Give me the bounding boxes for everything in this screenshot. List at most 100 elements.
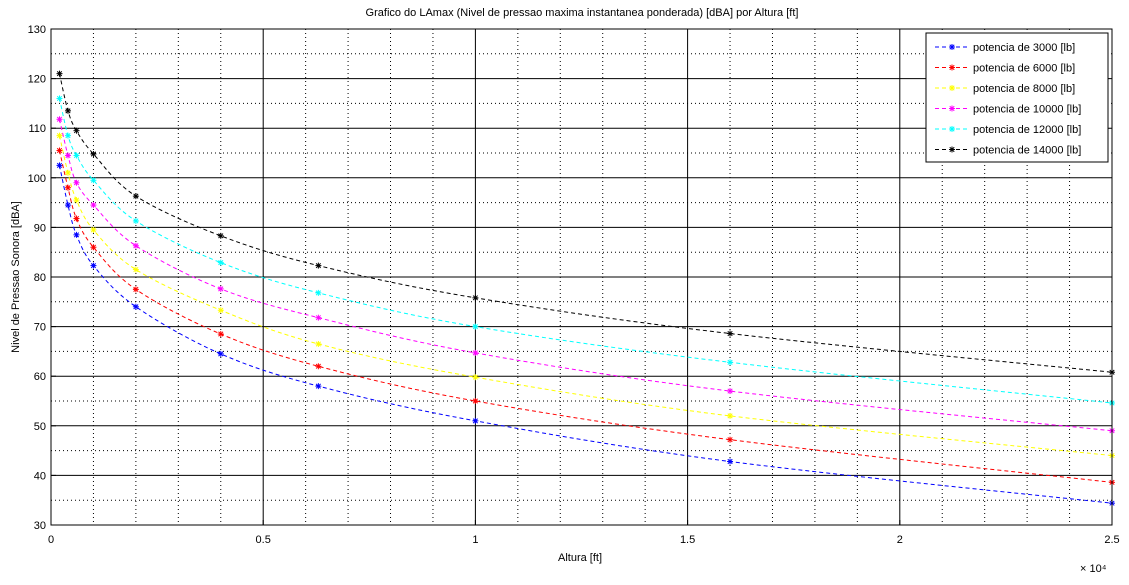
data-point-marker [217, 259, 224, 266]
legend-label: potencia de 14000 [lb] [973, 145, 1081, 157]
legend-marker [949, 44, 955, 50]
x-tick-label: 2 [897, 534, 903, 546]
grid [51, 29, 1112, 525]
data-point-marker [132, 303, 139, 310]
data-point-marker [727, 359, 734, 366]
data-point-marker [472, 374, 479, 381]
data-point-marker [315, 363, 322, 370]
data-point-marker [73, 215, 80, 222]
legend-label: potencia de 12000 [lb] [973, 124, 1081, 136]
data-point-marker [73, 152, 80, 159]
legend-item-1: potencia de 6000 [lb] [935, 63, 1075, 75]
data-point-marker [64, 132, 71, 139]
data-point-marker [132, 266, 139, 273]
y-tick-label: 70 [34, 322, 46, 334]
data-point-marker [56, 95, 63, 102]
data-point-marker [56, 162, 63, 169]
data-point-marker [64, 184, 71, 191]
data-point-marker [315, 262, 322, 269]
data-point-marker [727, 412, 734, 419]
data-point-marker [217, 232, 224, 239]
data-point-marker [315, 314, 322, 321]
data-point-marker [315, 289, 322, 296]
data-point-marker [56, 70, 63, 77]
legend-item-5: potencia de 14000 [lb] [935, 145, 1081, 157]
data-point-marker [73, 179, 80, 186]
x-tick-label: 0 [48, 534, 54, 546]
legend-item-3: potencia de 10000 [lb] [935, 104, 1081, 116]
series-4 [56, 95, 1115, 406]
legend-label: potencia de 10000 [lb] [973, 104, 1081, 116]
legend-marker [949, 126, 955, 132]
x-tick-label: 1.5 [680, 534, 695, 546]
data-point-marker [132, 217, 139, 224]
legend-item-2: potencia de 8000 [lb] [935, 83, 1075, 95]
y-tick-label: 40 [34, 470, 46, 482]
data-point-marker [217, 350, 224, 357]
data-point-marker [90, 150, 97, 157]
y-tick-label: 80 [34, 272, 46, 284]
y-tick-label: 100 [28, 173, 46, 185]
x-tick-label: 0.5 [256, 534, 271, 546]
data-point-marker [73, 231, 80, 238]
y-tick-label: 110 [28, 123, 46, 135]
data-point-marker [64, 107, 71, 114]
data-point-marker [90, 177, 97, 184]
data-point-marker [472, 294, 479, 301]
x-tick-label: 2.5 [1104, 534, 1119, 546]
data-point-marker [472, 417, 479, 424]
data-point-marker [56, 147, 63, 154]
legend-marker [949, 64, 955, 71]
data-point-marker [315, 340, 322, 347]
data-point-marker [217, 307, 224, 314]
x-axis-label: Altura [ft] [558, 552, 602, 564]
legend-marker [949, 146, 955, 153]
y-tick-label: 90 [34, 222, 46, 234]
data-point-marker [472, 349, 479, 356]
x-tick-label: 1 [472, 534, 478, 546]
data-point-marker [64, 169, 71, 176]
data-point-marker [90, 262, 97, 269]
data-point-marker [64, 152, 71, 159]
data-point-marker [90, 244, 97, 251]
legend-label: potencia de 8000 [lb] [973, 83, 1075, 95]
series-0 [56, 162, 1115, 507]
legend-box [925, 32, 1109, 163]
legend-item-0: potencia de 3000 [lb] [935, 42, 1075, 54]
data-point-marker [56, 132, 63, 139]
series-5 [56, 70, 1115, 376]
axis-ticks: 0 0.5 1 1.5 2 2.5 30 40 50 60 70 80 90 100 110 120 130 [28, 24, 1120, 546]
legend-marker [949, 105, 955, 112]
y-tick-label: 50 [34, 421, 46, 433]
y-tick-label: 30 [34, 520, 46, 532]
data-point-marker [132, 193, 139, 200]
data-point-marker [73, 197, 80, 204]
y-axis-label: Nivel de Pressao Sonora [dBA] [10, 201, 22, 353]
data-point-marker [472, 323, 479, 330]
data-point-marker [727, 436, 734, 443]
chart-title: Grafico do LAmax (Nivel de pressao maxim… [366, 7, 799, 19]
data-point-marker [217, 285, 224, 292]
data-point-marker [90, 226, 97, 233]
data-point-marker [132, 286, 139, 293]
data-point-marker [727, 330, 734, 337]
legend-marker [949, 85, 955, 91]
data-point-marker [727, 458, 734, 465]
data-point-marker [56, 116, 63, 123]
y-tick-label: 130 [28, 24, 46, 36]
series-3 [56, 116, 1115, 434]
legend-label: potencia de 3000 [lb] [973, 42, 1075, 54]
y-tick-label: 120 [28, 74, 46, 86]
data-point-marker [73, 127, 80, 134]
data-point-marker [64, 202, 71, 209]
data-point-marker [217, 331, 224, 338]
data-point-marker [727, 388, 734, 395]
y-tick-label: 60 [34, 371, 46, 383]
x-axis-exponent: × 10⁴ [1080, 563, 1107, 575]
legend-item-4: potencia de 12000 [lb] [935, 124, 1081, 136]
data-point-marker [132, 242, 139, 249]
series-lines [56, 70, 1115, 507]
data-point-marker [315, 383, 322, 390]
legend: potencia de 3000 [lb] potencia de 6000 [l… [925, 32, 1109, 163]
